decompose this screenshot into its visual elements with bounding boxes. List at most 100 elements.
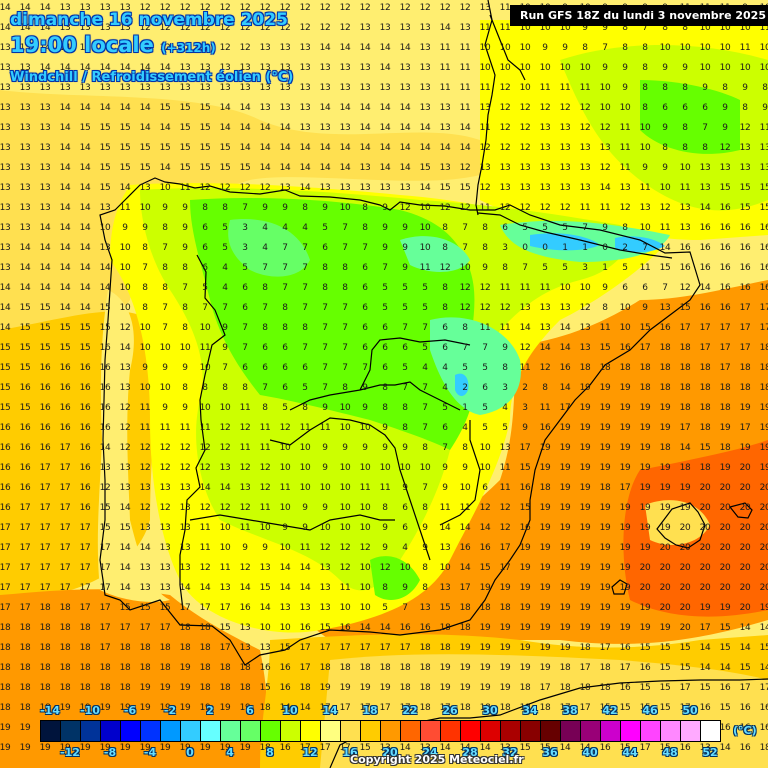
grid-value: 4 xyxy=(422,363,428,373)
grid-value: 16 xyxy=(79,403,91,413)
grid-value: 19 xyxy=(0,743,11,753)
grid-value: 17 xyxy=(619,663,631,673)
grid-value: 19 xyxy=(539,543,551,553)
grid-value: 15 xyxy=(39,323,51,333)
grid-value: 17 xyxy=(559,403,571,413)
grid-value: 18 xyxy=(119,663,131,673)
grid-value: 13 xyxy=(19,123,31,133)
grid-value: 19 xyxy=(579,463,591,473)
grid-value: 13 xyxy=(0,223,11,233)
legend-label-top: 10 xyxy=(282,704,298,717)
grid-value: 9 xyxy=(642,163,648,173)
grid-value: 7 xyxy=(282,283,288,293)
grid-value: 12 xyxy=(499,103,511,113)
grid-value: 10 xyxy=(759,43,768,53)
grid-value: 14 xyxy=(359,103,371,113)
grid-value: 3 xyxy=(242,223,248,233)
grid-value: 18 xyxy=(719,443,731,453)
grid-value: 17 xyxy=(119,623,131,633)
grid-value: 20 xyxy=(739,483,751,493)
grid-value: 15 xyxy=(79,343,91,353)
grid-value: 11 xyxy=(439,63,451,73)
grid-value: 9 xyxy=(402,583,408,593)
grid-value: 8 xyxy=(662,23,668,33)
grid-value: 19 xyxy=(519,643,531,653)
grid-value: 19 xyxy=(379,683,391,693)
grid-value: 19 xyxy=(0,723,11,733)
grid-value: 16 xyxy=(0,503,11,513)
grid-value: 11 xyxy=(499,323,511,333)
grid-value: 3 xyxy=(242,243,248,253)
grid-value: 15 xyxy=(599,703,611,713)
grid-value: 19 xyxy=(639,423,651,433)
grid-value: 11 xyxy=(679,183,691,193)
grid-value: 7 xyxy=(262,383,268,393)
grid-value: 19 xyxy=(599,563,611,573)
grid-value: 16 xyxy=(639,663,651,673)
grid-value: 14 xyxy=(399,143,411,153)
grid-value: 13 xyxy=(119,43,131,53)
grid-value: 14 xyxy=(239,103,251,113)
grid-value: 17 xyxy=(39,503,51,513)
grid-value: 16 xyxy=(39,363,51,373)
grid-value: 7 xyxy=(422,483,428,493)
grid-value: 7 xyxy=(522,263,528,273)
grid-value: 18 xyxy=(579,363,591,373)
grid-value: 5 xyxy=(402,283,408,293)
grid-value: 11 xyxy=(499,283,511,293)
grid-value: 10 xyxy=(119,303,131,313)
grid-value: 4 xyxy=(442,363,448,373)
grid-value: 18 xyxy=(679,403,691,413)
grid-value: 12 xyxy=(159,23,171,33)
grid-value: 8 xyxy=(222,203,228,213)
grid-value: 11 xyxy=(179,183,191,193)
grid-value: 11 xyxy=(619,143,631,153)
portugal-coast-zone xyxy=(97,290,170,602)
grid-value: 16 xyxy=(19,463,31,473)
grid-value: 15 xyxy=(419,163,431,173)
grid-value: 18 xyxy=(399,663,411,673)
grid-value: 13 xyxy=(419,83,431,93)
grid-value: 14 xyxy=(19,283,31,293)
grid-value: 18 xyxy=(599,363,611,373)
legend-label-bottom: 12 xyxy=(302,746,318,759)
grid-value: 13 xyxy=(99,463,111,473)
grid-value: 12 xyxy=(459,303,471,313)
grid-value: 16 xyxy=(759,703,768,713)
grid-value: 8 xyxy=(722,83,728,93)
grid-value: 13 xyxy=(0,63,11,73)
grid-value: 20 xyxy=(719,543,731,553)
grid-value: 13 xyxy=(699,183,711,193)
grid-value: 15 xyxy=(99,503,111,513)
legend-label-bottom: 20 xyxy=(382,746,398,759)
grid-value: 14 xyxy=(459,743,471,753)
grid-value: 17 xyxy=(739,323,751,333)
grid-value: 19 xyxy=(579,423,591,433)
grid-value: 18 xyxy=(759,743,768,753)
pyrenees-cyan-zone xyxy=(530,233,600,251)
grid-value: 19 xyxy=(719,603,731,613)
grid-value: 14 xyxy=(299,583,311,593)
grid-value: 17 xyxy=(79,583,91,593)
grid-value: 19 xyxy=(479,583,491,593)
grid-value: 12 xyxy=(499,523,511,533)
grid-value: 19 xyxy=(499,643,511,653)
grid-value: 10 xyxy=(299,463,311,473)
grid-value: 13 xyxy=(0,83,11,93)
grid-value: 10 xyxy=(359,583,371,593)
grid-value: 19 xyxy=(639,483,651,493)
grid-value: 15 xyxy=(199,123,211,133)
grid-value: 19 xyxy=(539,503,551,513)
color-scale-cell xyxy=(401,721,421,741)
grid-value: 17 xyxy=(339,643,351,653)
grid-value: 7 xyxy=(322,303,328,313)
grid-value: 15 xyxy=(59,323,71,333)
grid-value: 13 xyxy=(319,563,331,573)
grid-value: 8 xyxy=(302,323,308,333)
grid-value: 5 xyxy=(222,223,228,233)
grid-value: 19 xyxy=(659,423,671,433)
grid-value: 20 xyxy=(719,503,731,513)
grid-value: 13 xyxy=(219,63,231,73)
grid-value: 14 xyxy=(79,63,91,73)
